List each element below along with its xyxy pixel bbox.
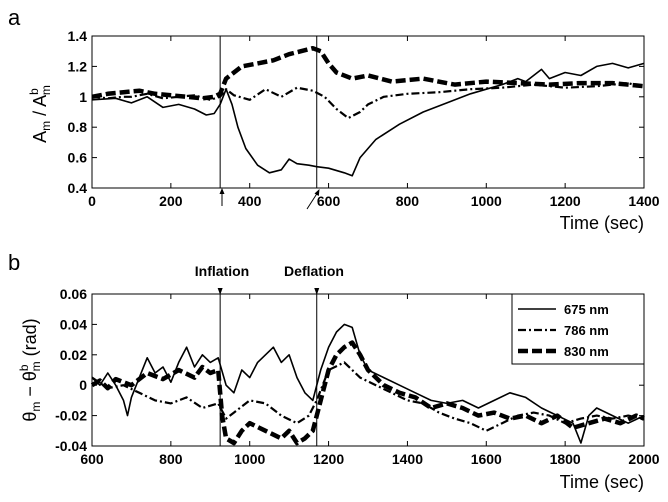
y-tick-label: 1.2 [68,58,88,74]
legend-label-830: 830 nm [564,344,609,359]
deflation-arrow-head [314,189,320,196]
x-tick-label: 1600 [471,451,502,467]
y-tick-label: 0.04 [60,316,87,332]
series-line-830-nm [90,340,645,446]
panel-a: a 0 200 400 600 800 1000 1200 1400 0.4 0.6 0.8 1 1.2… [8,5,660,233]
series-line-786-nm [91,81,645,120]
y-tick-label: 0.8 [68,119,88,135]
y-tick-label: 0.4 [68,180,88,196]
x-tick-label: 200 [159,193,183,209]
panel-b-series [90,323,645,446]
x-tick-label: 800 [159,451,183,467]
deflation-arrow [306,191,319,210]
x-tick-label: 800 [396,193,420,209]
y-tick-label: 0 [79,377,87,393]
panel-a-series [91,45,645,177]
x-tick-label: 1400 [628,193,659,209]
x-tick-label: 1400 [392,451,423,467]
x-tick-label: 2000 [628,451,659,467]
y-tick-label: 0.02 [60,347,87,363]
y-tick-label: 0.6 [68,150,88,166]
panel-a-ticks: 0 200 400 600 800 1000 1200 1400 0.4 0.6 0.8 1 1.2 1.… [68,28,660,209]
panel-b: b Inflation Deflation 600 800 1000 1200 1400… [8,250,660,492]
panel-b-event-lines [217,288,320,446]
panel-a-ylabel: Am / Abm [27,85,53,143]
x-tick-label: 1200 [550,193,581,209]
legend: 675 nm 786 nm 830 nm [511,293,645,365]
event-marker [314,288,320,295]
legend-label-675: 675 nm [564,302,609,317]
event-marker [217,288,223,295]
x-tick-label: 0 [88,193,96,209]
x-tick-label: 400 [238,193,262,209]
y-tick-label: 0.06 [60,286,87,302]
x-tick-label: 600 [80,451,104,467]
series-line-830-nm [91,45,645,101]
panel-a-xlabel: Time (sec) [560,213,644,233]
x-tick-label: 1000 [234,451,265,467]
series-line-786-nm [91,361,645,432]
y-tick-label: 1 [79,89,87,105]
panel-a-frame [91,35,645,189]
panel-b-frame [91,293,645,447]
series-line-675-nm [91,323,645,444]
inflation-label: Inflation [195,263,249,279]
x-tick-label: 1800 [550,451,581,467]
panel-b-xlabel: Time (sec) [560,472,644,492]
x-tick-label: 1200 [313,451,344,467]
panel-b-ylabel: θm − θbm (rad) [17,318,43,421]
y-tick-label: 1.4 [68,28,88,44]
y-tick-label: -0.04 [55,438,87,454]
panel-b-label: b [8,250,20,275]
panel-a-event-lines [219,36,318,188]
series-line-675-nm [91,62,645,177]
panel-b-ticks: 600 800 1000 1200 1400 1600 1800 2000 -0.04 -0.02… [55,286,660,467]
legend-label-786: 786 nm [564,323,609,338]
deflation-label: Deflation [284,263,344,279]
x-tick-label: 600 [317,193,341,209]
y-tick-label: -0.02 [55,408,87,424]
panel-a-label: a [8,5,21,30]
inflation-arrow-head [219,188,225,194]
x-tick-label: 1000 [471,193,502,209]
